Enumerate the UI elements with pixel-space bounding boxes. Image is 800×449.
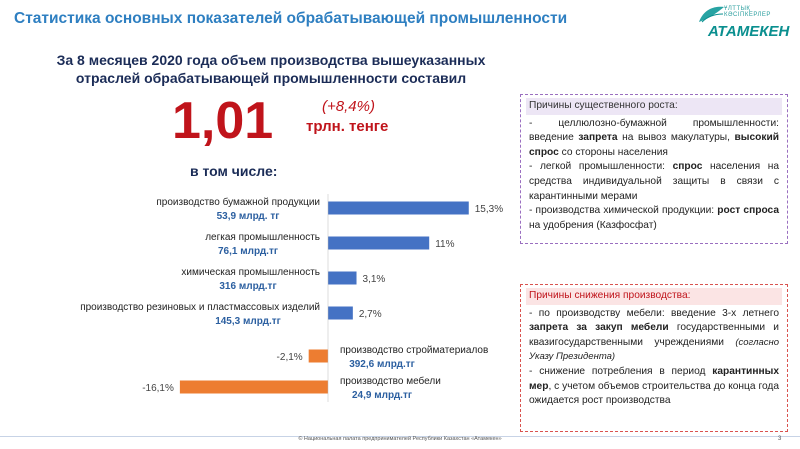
reason-text: - производства химической продукции: <box>529 205 718 217</box>
subtitle: За 8 месяцев 2020 года объем производств… <box>36 51 506 87</box>
category-volume: 24,9 млрд.тг <box>352 390 412 401</box>
reason-text: спрос <box>672 161 703 173</box>
including-label: в том числе: <box>190 163 278 179</box>
reason-text: на вывоз макулатуры, <box>617 132 735 144</box>
reason-item: - по производству мебели: введение 3-х л… <box>529 307 779 365</box>
growth-reasons-box: Причины существенного роста: - целлюлозн… <box>520 94 788 244</box>
bar-value-label: 11% <box>435 239 454 250</box>
reason-text: карантинных мер <box>529 365 779 392</box>
reason-text: рост спроса <box>717 205 779 217</box>
category-label: химическая промышленность <box>181 267 320 278</box>
page-title: Статистика основных показателей обрабаты… <box>14 10 568 27</box>
reason-text: запрета <box>578 132 618 144</box>
chart-bar <box>328 271 357 285</box>
reason-text: - легкой промышленности: <box>529 161 673 173</box>
category-volume: 76,1 млрд.тг <box>218 246 278 257</box>
bar-value-label: 3,1% <box>363 274 386 285</box>
category-label: производство бумажной продукции <box>156 196 320 208</box>
footer-copyright: © Национальная палата предпринимателей Р… <box>298 436 502 442</box>
chart-bar <box>308 349 328 363</box>
page-number: 3 <box>778 436 782 442</box>
decline-reasons-box: Причины снижения производства: - по прои… <box>520 284 788 432</box>
category-volume: 145,3 млрд.тг <box>215 316 281 327</box>
subtitle-line-1: За 8 месяцев 2020 года объем производств… <box>56 52 486 68</box>
reason-text: - по производству мебели: введение 3-х л… <box>529 307 779 319</box>
reason-text: - снижение потребления в период <box>529 365 713 377</box>
reason-text: высокий спрос <box>529 132 779 158</box>
category-label: производство резиновых и пластмассовых и… <box>80 302 320 313</box>
chart-bar <box>328 201 469 215</box>
category-label: легкая промышленность <box>205 232 320 243</box>
reason-text: запрета за закуп мебели <box>529 322 669 334</box>
reason-item: - производства химической продукции: рос… <box>529 204 779 233</box>
logo-name: АТАМЕКЕН <box>708 23 790 40</box>
growth-reasons-list: - целлюлозно-бумажной промышленности: вв… <box>529 117 779 234</box>
subtitle-line-2: отраслей обрабатывающей промышленности с… <box>75 70 467 86</box>
category-label: производство мебели <box>340 375 441 387</box>
reason-text: (согласно Указу Президента) <box>529 336 779 363</box>
headline-unit: трлн. тенге <box>306 118 389 135</box>
reason-text: на удобрения (Казфосфат) <box>529 219 657 231</box>
bar-value-label: 15,3% <box>475 204 503 215</box>
atameken-logo: ҰЛТТЫҚ КӘСІПКЕРЛЕР АТАМЕКЕН <box>690 4 795 44</box>
reason-text: населения на средства индивидуальной защ… <box>529 161 780 202</box>
reason-item: - целлюлозно-бумажной промышленности: вв… <box>529 117 779 161</box>
bar-value-label: -2,1% <box>277 352 303 363</box>
bar-value-label: -16,1% <box>142 383 174 394</box>
category-volume: 53,9 млрд. тг <box>217 211 280 222</box>
reason-text: со стороны населения <box>558 146 668 158</box>
growth-reasons-heading: Причины существенного роста: <box>526 98 782 115</box>
reason-text: - целлюлозно-бумажной промышленности: вв… <box>529 117 779 144</box>
reason-item: - легкой промышленности: спрос населения… <box>529 160 779 204</box>
category-label: производство стройматериалов <box>340 345 488 356</box>
logo-leaf-icon <box>699 6 724 23</box>
industry-growth-chart: 15,3% производство бумажной продукции 53,9… <box>80 194 503 402</box>
footer-divider <box>0 436 800 437</box>
category-volume: 316 млрд.тг <box>219 281 276 292</box>
category-volume: 392,6 млрд.тг <box>349 359 415 370</box>
bar-value-label: 2,7% <box>359 309 382 320</box>
decline-reasons-heading: Причины снижения производства: <box>526 288 782 305</box>
chart-bar <box>328 236 430 250</box>
headline-growth: (+8,4%) <box>322 98 375 115</box>
chart-bar <box>328 306 353 320</box>
decline-reasons-list: - по производству мебели: введение 3-х л… <box>529 307 779 409</box>
reason-item: - снижение потребления в период карантин… <box>529 365 779 409</box>
reason-text: , с учетом объемов строительства до конц… <box>529 380 779 407</box>
logo-small-text: ҰЛТТЫҚ КӘСІПКЕРЛЕР <box>724 6 771 18</box>
reason-text: государственными и квазигосударственными… <box>529 322 779 348</box>
headline-value: 1,01 <box>172 92 274 150</box>
chart-bar <box>179 380 328 394</box>
